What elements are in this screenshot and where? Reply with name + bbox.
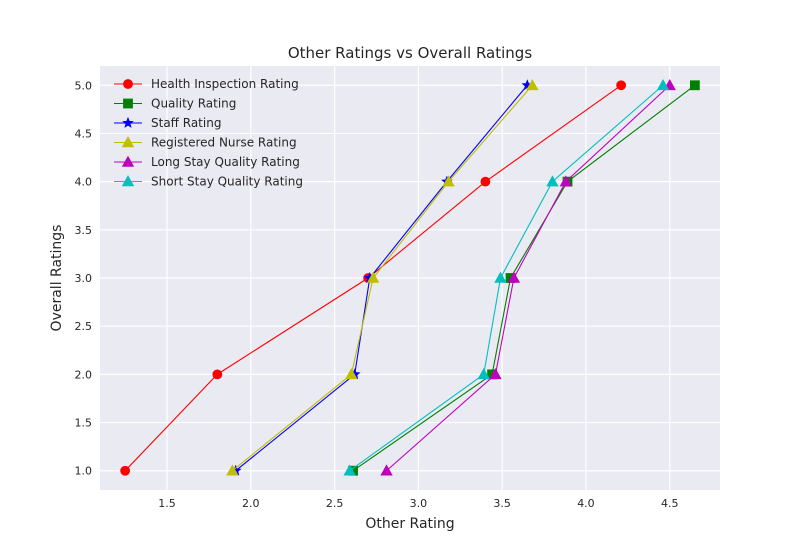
- data-point: [212, 369, 223, 380]
- data-point: [345, 368, 358, 380]
- x-tick-label: 1.5: [158, 497, 176, 510]
- y-tick-label: 4.0: [75, 176, 93, 189]
- data-point: [442, 175, 455, 187]
- y-tick-label: 2.0: [75, 368, 93, 381]
- legend-item: Staff Rating: [114, 116, 221, 130]
- y-tick-label: 5.0: [75, 79, 93, 92]
- data-point: [380, 464, 393, 476]
- data-point: [366, 271, 380, 283]
- legend: Health Inspection Rating Quality Rating St…: [114, 77, 303, 189]
- y-tick-label: 4.5: [75, 127, 93, 140]
- legend-label: Health Inspection Rating: [151, 77, 299, 91]
- data-point: [343, 464, 356, 476]
- legend-label: Short Stay Quality Rating: [151, 175, 303, 189]
- data-point: [507, 271, 521, 283]
- legend-item: Long Stay Quality Rating: [114, 155, 300, 169]
- grid: [100, 66, 720, 490]
- x-tick-label: 2.5: [326, 497, 344, 510]
- data-point: [489, 368, 502, 380]
- data-point: [480, 176, 491, 187]
- x-tick-label: 4.5: [661, 497, 679, 510]
- y-axis-label: Overall Ratings: [49, 225, 65, 332]
- legend-item: Registered Nurse Rating: [114, 136, 297, 150]
- y-tick-label: 3.5: [75, 224, 93, 237]
- data-point: [689, 80, 700, 91]
- y-tick-label: 2.5: [75, 320, 93, 333]
- legend-marker: [123, 79, 133, 89]
- legend-item: Short Stay Quality Rating: [114, 175, 303, 189]
- legend-item: Health Inspection Rating: [114, 77, 299, 91]
- legend-marker: [121, 136, 135, 148]
- legend-label: Long Stay Quality Rating: [151, 155, 300, 169]
- legend-label: Registered Nurse Rating: [151, 136, 297, 150]
- series-group: [120, 78, 700, 476]
- data-point: [494, 271, 507, 283]
- data-point: [616, 80, 627, 91]
- data-point: [546, 175, 559, 187]
- x-tick-label: 3.0: [410, 497, 428, 510]
- x-tick-label: 3.5: [493, 497, 511, 510]
- ticks: 1.5 2.0 2.5 3.0 3.5 4.0 4.5 1.0 1.5 2.0 2.5 3.0 3.5 4…: [75, 79, 679, 510]
- legend-label: Quality Rating: [151, 97, 236, 111]
- legend-marker: [121, 175, 135, 187]
- y-tick-label: 1.0: [75, 465, 93, 478]
- legend-marker: [122, 116, 134, 128]
- chart-title: Other Ratings vs Overall Ratings: [288, 44, 532, 62]
- legend-label: Staff Rating: [151, 116, 221, 130]
- x-tick-label: 2.0: [242, 497, 260, 510]
- y-tick-label: 1.5: [75, 417, 93, 430]
- series-5: [343, 78, 670, 476]
- data-point: [477, 368, 490, 380]
- data-point: [559, 175, 573, 187]
- data-point: [120, 465, 131, 476]
- data-point: [526, 78, 539, 91]
- x-tick-label: 4.0: [577, 497, 595, 510]
- x-axis-label: Other Rating: [365, 516, 454, 532]
- data-point: [226, 464, 239, 476]
- series-3: [226, 78, 539, 476]
- data-point: [656, 78, 670, 91]
- legend-marker: [123, 98, 133, 109]
- legend-item: Quality Rating: [114, 97, 236, 111]
- legend-marker: [121, 155, 135, 167]
- y-tick-label: 3.0: [75, 272, 93, 285]
